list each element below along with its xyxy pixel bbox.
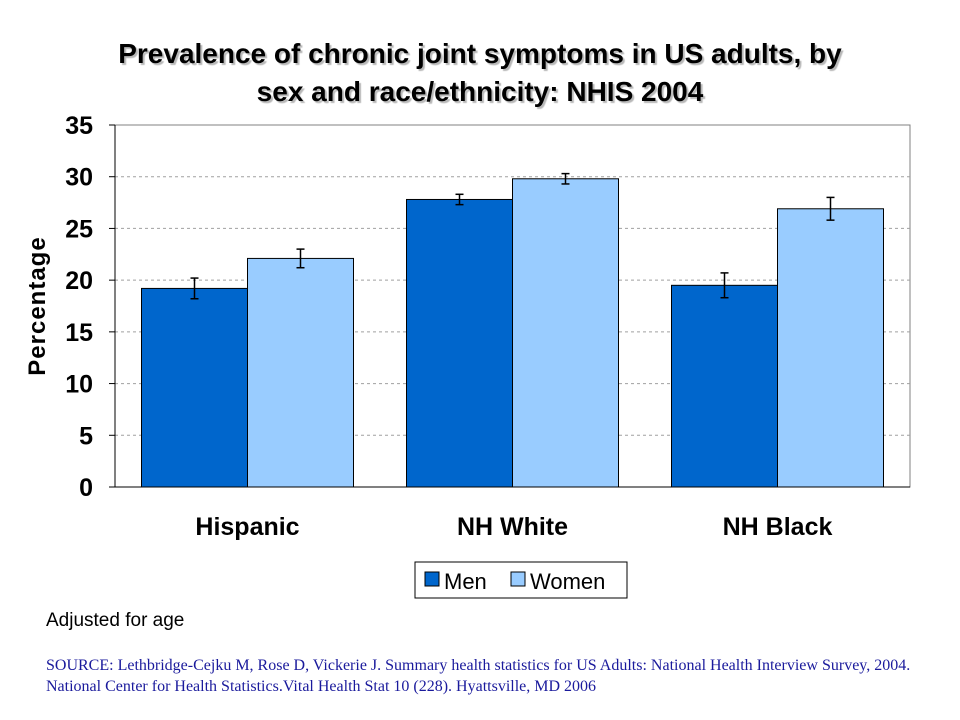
y-tick-label: 10 — [65, 371, 93, 399]
y-tick-label: 35 — [65, 112, 93, 140]
y-tick-label: 20 — [65, 267, 93, 295]
y-axis-label: Percentage — [24, 236, 51, 375]
chart-title-line-1: Prevalence of chronic joint symptoms in … — [118, 38, 842, 69]
y-tick-label: 0 — [79, 474, 93, 502]
source-citation: SOURCE: Lethbridge-Cejku M, Rose D, Vick… — [46, 657, 911, 695]
x-tick-label: NH White — [457, 513, 568, 541]
x-tick-label: Hispanic — [195, 513, 299, 541]
legend-swatch-men — [424, 571, 440, 587]
legend-label-women: Women — [530, 569, 605, 594]
bar-women-nh-white — [512, 178, 619, 488]
bar-men-nh-black — [671, 284, 778, 488]
chart-title: Prevalence of chronic joint symptoms in … — [0, 35, 960, 111]
y-tick-label: 25 — [65, 215, 93, 243]
y-tick-label: 15 — [65, 319, 93, 347]
y-tick-label: 5 — [79, 422, 93, 450]
bar-women-hispanic — [247, 257, 354, 488]
adjustment-note: Adjusted for age — [46, 610, 185, 631]
chart-title-line-2: sex and race/ethnicity: NHIS 2004 — [256, 76, 704, 107]
legend-swatch-women — [510, 571, 526, 587]
y-tick-label: 30 — [65, 164, 93, 192]
legend-label-men: Men — [444, 569, 487, 594]
bar-men-nh-white — [406, 198, 513, 488]
x-tick-label: NH Black — [723, 513, 833, 541]
bar-men-hispanic — [141, 287, 248, 488]
bar-women-nh-black — [777, 208, 884, 488]
